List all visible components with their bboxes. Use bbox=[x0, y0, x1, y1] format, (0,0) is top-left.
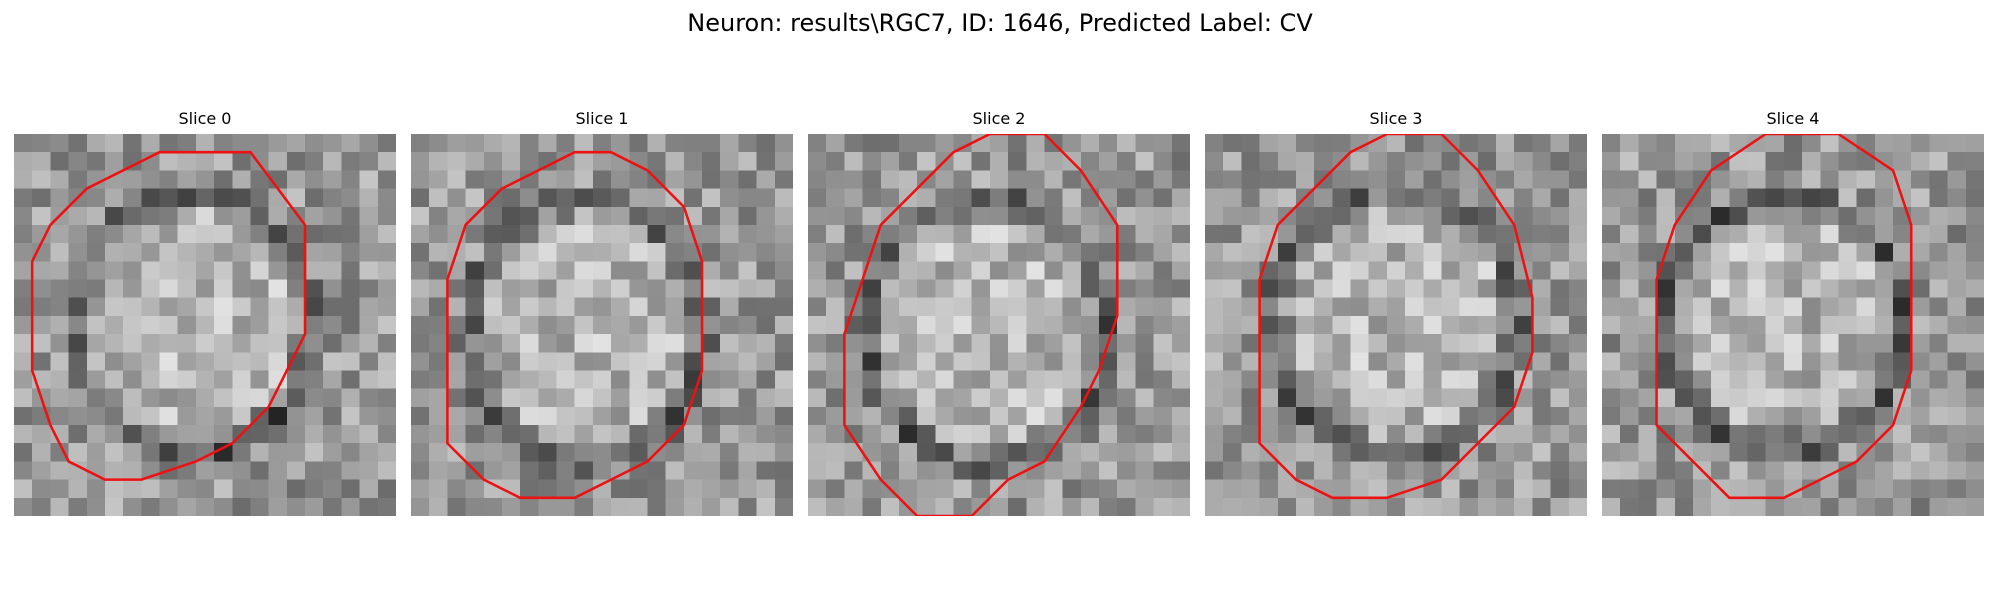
red-contour-outline bbox=[1258, 134, 1534, 500]
grayscale-microscopy-slice bbox=[808, 134, 1190, 516]
slice-image-3 bbox=[1205, 134, 1587, 516]
red-contour-outline bbox=[30, 150, 307, 481]
slice-plot-3 bbox=[1205, 134, 1587, 516]
grayscale-microscopy-slice bbox=[411, 134, 793, 516]
slice-image-1 bbox=[411, 134, 793, 516]
slice-title-3: Slice 3 bbox=[1369, 109, 1423, 128]
grayscale-microscopy-slice bbox=[1602, 134, 1984, 516]
slice-title-1: Slice 1 bbox=[575, 109, 629, 128]
slice-plot-4 bbox=[1602, 134, 1984, 516]
figure-title: Neuron: results\RGC7, ID: 1646, Predicte… bbox=[687, 9, 1313, 37]
slice-plot-0 bbox=[14, 134, 396, 516]
slice-image-4 bbox=[1602, 134, 1984, 516]
grayscale-microscopy-slice bbox=[1205, 134, 1587, 516]
slice-plot-2 bbox=[808, 134, 1190, 516]
slice-title-2: Slice 2 bbox=[972, 109, 1026, 128]
red-contour-outline bbox=[843, 134, 1119, 516]
slice-plot-1 bbox=[411, 134, 793, 516]
slice-title-4: Slice 4 bbox=[1766, 109, 1820, 128]
grayscale-microscopy-slice bbox=[14, 134, 396, 516]
red-contour-outline bbox=[446, 150, 704, 500]
red-contour-outline bbox=[1655, 134, 1913, 500]
slice-title-0: Slice 0 bbox=[178, 109, 232, 128]
slice-image-2 bbox=[808, 134, 1190, 516]
slice-image-0 bbox=[14, 134, 396, 516]
